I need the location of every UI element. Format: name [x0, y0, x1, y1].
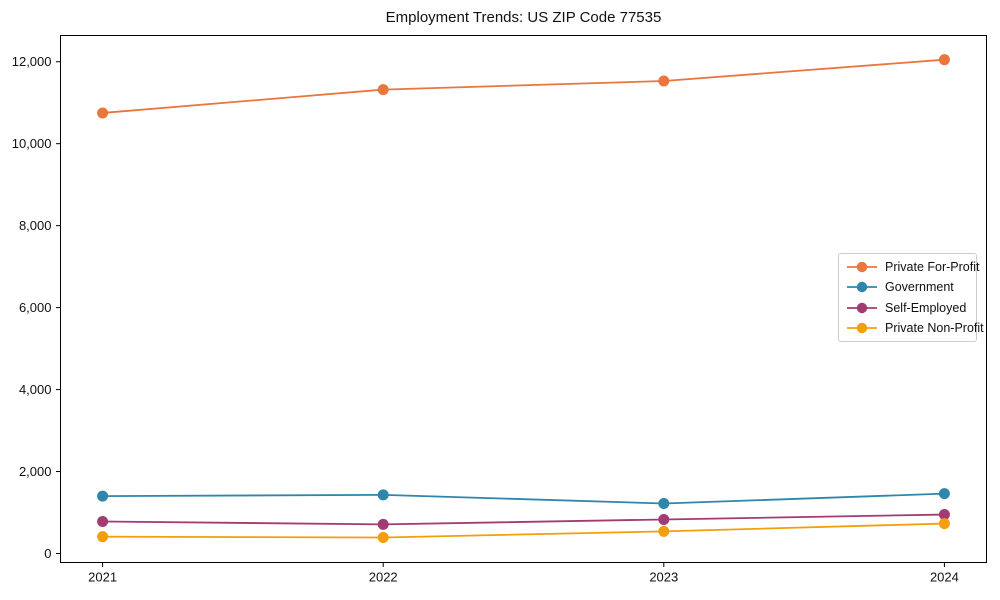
y-axis-tick-label: 8,000	[19, 218, 52, 233]
x-axis-tick-label: 2022	[369, 570, 398, 585]
series-line-private-for-profit	[102, 58, 945, 114]
series-marker-government	[658, 497, 670, 509]
line-marker-icon	[847, 302, 877, 313]
y-axis-tick-label: 2,000	[19, 464, 52, 479]
line-marker-icon	[847, 282, 877, 293]
y-axis-tick-label: 0	[44, 546, 51, 561]
series-marker-self-employed	[377, 518, 389, 530]
x-axis-tick-label: 2023	[649, 570, 678, 585]
series-marker-private-for-profit	[658, 75, 670, 87]
x-axis-tick-label: 2021	[88, 570, 117, 585]
series-marker-self-employed	[97, 516, 109, 528]
chart-legend: Private For-Profit Government Self-Emplo…	[838, 253, 984, 342]
series-marker-private-non-profit	[938, 518, 950, 530]
chart-title: Employment Trends: US ZIP Code 77535	[385, 9, 662, 26]
series-marker-private-non-profit	[658, 525, 670, 537]
y-axis-tick-label: 10,000	[12, 136, 52, 151]
series-line-self-employed	[102, 513, 945, 526]
legend-entry-private-non-profit: Private Non-Profit	[843, 318, 984, 338]
legend-entry-private-for-profit: Private For-Profit	[843, 257, 979, 277]
series-marker-private-for-profit	[377, 84, 389, 96]
legend-label: Private Non-Profit	[885, 320, 984, 335]
series-marker-private-non-profit	[377, 532, 389, 544]
series-marker-private-for-profit	[938, 54, 950, 66]
legend-entry-government: Government	[843, 277, 972, 297]
plot-border	[60, 35, 987, 563]
series-marker-government	[938, 488, 950, 500]
y-axis-tick-label: 12,000	[12, 54, 52, 69]
series-line-government	[102, 492, 945, 505]
y-axis-tick-label: 6,000	[19, 300, 52, 315]
legend-label: Government	[885, 280, 954, 295]
series-marker-government	[97, 490, 109, 502]
series-marker-self-employed	[938, 509, 950, 521]
x-axis-tick-label: 2024	[930, 570, 959, 585]
legend-entry-self-employed: Self-Employed	[843, 298, 972, 318]
y-axis-tick-label: 4,000	[19, 382, 52, 397]
legend-label: Self-Employed	[885, 300, 967, 315]
series-line-private-non-profit	[102, 522, 945, 539]
series-marker-private-for-profit	[97, 107, 109, 119]
legend-label: Private For-Profit	[885, 260, 980, 275]
series-marker-private-non-profit	[97, 531, 109, 543]
series-marker-self-employed	[658, 513, 670, 525]
line-marker-icon	[847, 322, 877, 334]
series-marker-government	[377, 489, 389, 501]
line-marker-icon	[847, 261, 877, 273]
